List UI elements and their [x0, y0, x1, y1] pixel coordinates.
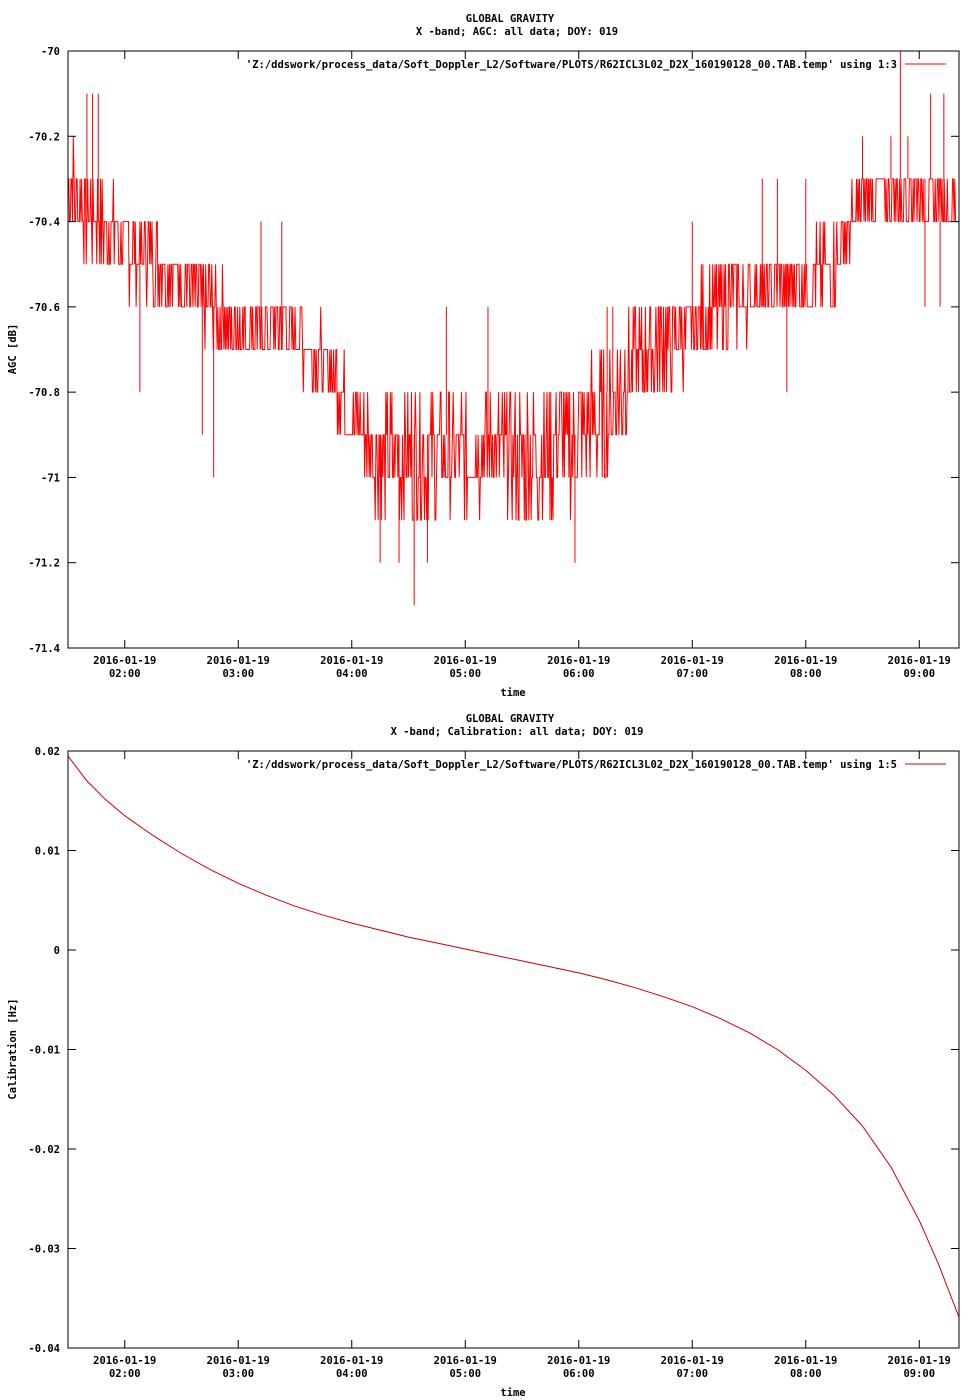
x-tick-time: 08:00 — [790, 1368, 822, 1380]
chart-subtitle: X -band; AGC: all data; DOY: 019 — [416, 26, 618, 38]
x-tick-date: 2016-01-19 — [661, 655, 724, 667]
agc-series-line — [68, 136, 959, 521]
x-tick-date: 2016-01-19 — [320, 655, 383, 667]
x-tick-date: 2016-01-19 — [547, 1355, 610, 1367]
x-tick-time: 03:00 — [222, 1368, 254, 1380]
y-tick-label: 0.01 — [35, 846, 60, 858]
x-ticks: 2016-01-1902:002016-01-1903:002016-01-19… — [93, 51, 951, 680]
x-tick-time: 07:00 — [676, 1368, 708, 1380]
calibration-series-line — [67, 755, 960, 1318]
x-tick-time: 04:00 — [336, 668, 368, 680]
x-tick-time: 06:00 — [563, 1368, 595, 1380]
x-tick-time: 02:00 — [109, 1368, 141, 1380]
x-tick-date: 2016-01-19 — [434, 1355, 497, 1367]
x-tick-time: 09:00 — [903, 1368, 935, 1380]
x-tick-date: 2016-01-19 — [547, 655, 610, 667]
y-tick-label: -0.03 — [28, 1244, 60, 1256]
x-tick-time: 07:00 — [676, 668, 708, 680]
x-tick-time: 09:00 — [903, 668, 935, 680]
y-tick-label: -70 — [41, 46, 60, 58]
x-tick-date: 2016-01-19 — [661, 1355, 724, 1367]
y-tick-label: -71 — [41, 472, 60, 484]
x-tick-time: 04:00 — [336, 1368, 368, 1380]
legend-label: 'Z:/ddswork/process_data/Soft_Doppler_L2… — [246, 59, 897, 71]
x-tick-time: 03:00 — [222, 668, 254, 680]
x-tick-date: 2016-01-19 — [888, 655, 951, 667]
plot-frame — [67, 50, 960, 649]
y-tick-label: -0.01 — [28, 1045, 60, 1057]
y-tick-label: 0.02 — [35, 746, 60, 758]
y-ticks: -70 -70.2 -70.4 -70.6 -70.8 -71 -71.2 -71.4 — [28, 46, 959, 655]
x-tick-date: 2016-01-19 — [888, 1355, 951, 1367]
y-tick-label: -70.6 — [28, 302, 60, 314]
x-tick-time: 02:00 — [109, 668, 141, 680]
chart-title: GLOBAL GRAVITY — [466, 13, 555, 25]
y-axis-label: Calibration [Hz] — [7, 998, 19, 1099]
y-tick-label: -70.2 — [28, 131, 60, 143]
x-tick-date: 2016-01-19 — [207, 655, 270, 667]
calibration-chart: GLOBAL GRAVITY X -band; Calibration: all… — [7, 713, 960, 1399]
y-tick-label: -0.04 — [28, 1343, 60, 1355]
chart-subtitle: X -band; Calibration: all data; DOY: 019 — [391, 726, 644, 738]
y-tick-label: -70.4 — [28, 217, 60, 229]
legend: 'Z:/ddswork/process_data/Soft_Doppler_L2… — [246, 759, 946, 771]
y-axis-label: AGC [dB] — [7, 324, 19, 375]
x-tick-time: 08:00 — [790, 668, 822, 680]
x-tick-time: 06:00 — [563, 668, 595, 680]
y-tick-label: -70.8 — [28, 387, 60, 399]
x-ticks: 2016-01-1902:002016-01-1903:002016-01-19… — [93, 751, 951, 1380]
plot-frame — [67, 750, 960, 1349]
x-tick-time: 05:00 — [449, 668, 481, 680]
y-tick-label: -0.02 — [28, 1144, 60, 1156]
legend: 'Z:/ddswork/process_data/Soft_Doppler_L2… — [246, 59, 946, 71]
y-tick-label: -71.2 — [28, 558, 60, 570]
agc-plot-area — [68, 51, 959, 606]
x-tick-date: 2016-01-19 — [774, 655, 837, 667]
x-tick-date: 2016-01-19 — [320, 1355, 383, 1367]
x-tick-time: 05:00 — [449, 1368, 481, 1380]
x-axis-label: time — [500, 687, 525, 699]
y-ticks: 0.02 0.01 0 -0.01 -0.02 -0.03 -0.04 — [28, 746, 959, 1355]
legend-label: 'Z:/ddswork/process_data/Soft_Doppler_L2… — [246, 759, 897, 771]
x-axis-label: time — [500, 1387, 525, 1399]
x-tick-date: 2016-01-19 — [774, 1355, 837, 1367]
calibration-plot-area — [67, 755, 960, 1318]
x-tick-date: 2016-01-19 — [207, 1355, 270, 1367]
chart-title: GLOBAL GRAVITY — [466, 713, 555, 725]
y-tick-label: -71.4 — [28, 643, 60, 655]
x-tick-date: 2016-01-19 — [434, 655, 497, 667]
x-tick-date: 2016-01-19 — [93, 655, 156, 667]
x-tick-date: 2016-01-19 — [93, 1355, 156, 1367]
y-tick-label: 0 — [54, 945, 60, 957]
agc-chart: GLOBAL GRAVITY X -band; AGC: all data; D… — [7, 13, 960, 699]
